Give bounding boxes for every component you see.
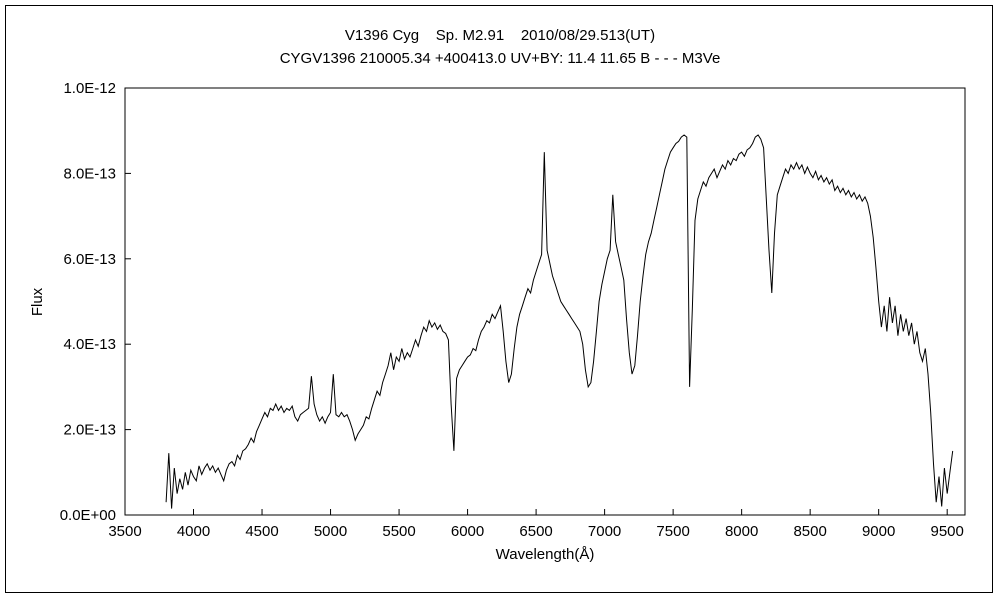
chart-title: V1396 Cyg Sp. M2.91 2010/08/29.513(UT) <box>344 27 656 44</box>
x-tick-label: 7000 <box>588 523 621 540</box>
chart-subtitle: CYGV1396 210005.34 +400413.0 UV+BY: 11.4… <box>279 50 721 68</box>
y-tick-label: 4.0E-13 <box>63 336 116 353</box>
x-tick-label: 4500 <box>245 523 278 540</box>
x-tick-label: 7500 <box>656 523 689 540</box>
x-tick-label: 8500 <box>793 523 826 540</box>
x-tick-label: 6500 <box>519 523 552 540</box>
spectrum-line <box>165 134 954 509</box>
x-tick-label: 9000 <box>862 523 895 540</box>
x-axis-title: Wavelength(Å) <box>496 546 595 563</box>
x-tick-label: 5000 <box>314 523 347 540</box>
y-tick-label: 8.0E-13 <box>63 165 116 182</box>
plot-content: 3500 4000 4500 5000 5500 6000 6500 7000 7500 8000… <box>60 80 966 540</box>
y-tick-label: 6.0E-13 <box>63 251 116 268</box>
y-axis-title: Flux <box>29 287 46 316</box>
x-tick-label: 8000 <box>725 523 758 540</box>
x-tick-label: 3500 <box>108 523 141 540</box>
x-tick-label: 6000 <box>451 523 484 540</box>
y-tick-label: 2.0E-13 <box>63 422 116 439</box>
x-tick-label: 9500 <box>930 523 963 540</box>
y-tick-label: 0.0E+00 <box>60 507 116 524</box>
x-tick-label: 5500 <box>382 523 415 540</box>
y-tick-label: 1.0E-12 <box>63 80 116 97</box>
chart-header: V1396 Cyg Sp. M2.91 2010/08/29.513(UT) C… <box>0 24 1000 71</box>
plot-frame <box>124 87 966 516</box>
x-tick-label: 4000 <box>177 523 210 540</box>
